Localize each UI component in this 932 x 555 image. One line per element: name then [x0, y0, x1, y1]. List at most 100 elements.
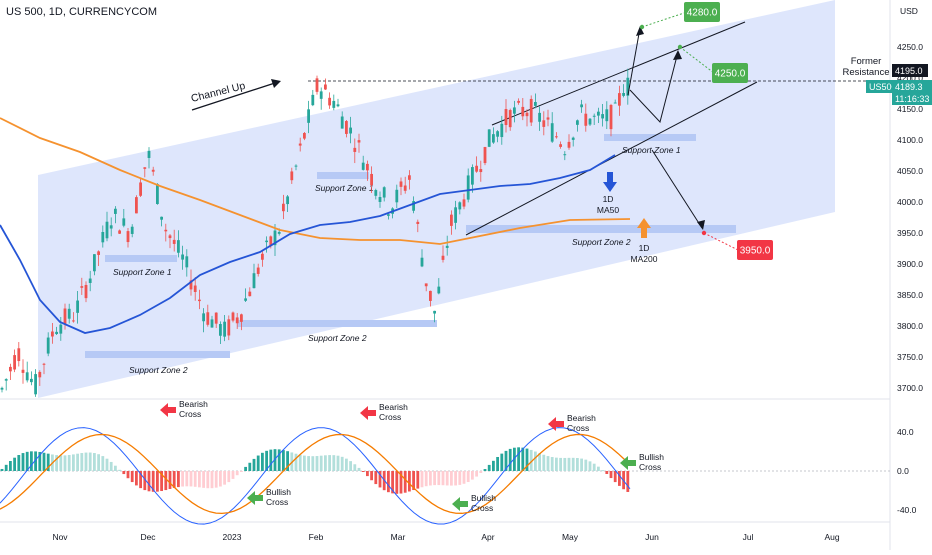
hist-bar — [479, 471, 483, 473]
candle — [366, 160, 369, 181]
candle — [63, 303, 67, 330]
ma200-line — [0, 117, 631, 245]
candle — [51, 323, 54, 344]
candle — [193, 277, 197, 301]
candle — [345, 120, 348, 138]
candle — [294, 164, 298, 171]
time-tick-Nov: Nov — [52, 532, 68, 542]
target-dot-3 — [701, 230, 707, 236]
price-tick-3950.0: 3950.0 — [897, 228, 923, 238]
hist-bar — [101, 456, 105, 471]
candle — [34, 369, 37, 397]
hist-bar — [156, 471, 159, 492]
hist-bar — [542, 454, 546, 471]
candle — [210, 315, 214, 328]
hist-bar — [483, 469, 487, 471]
support-zone-1-c — [604, 134, 696, 141]
candle — [231, 311, 235, 323]
candle — [576, 119, 579, 132]
candle — [588, 117, 592, 126]
former-resistance-label-1: Former — [851, 56, 882, 67]
support-zone-1-a — [105, 255, 177, 262]
candle — [471, 164, 474, 193]
candle — [286, 194, 289, 212]
candle — [403, 176, 407, 194]
ma200-arrow — [637, 218, 651, 238]
bearish-cross-2-arrow — [360, 406, 376, 420]
hist-bar — [403, 471, 407, 493]
candle — [513, 100, 516, 123]
price-tick-3900.0: 3900.0 — [897, 259, 923, 269]
hist-bar — [550, 457, 554, 471]
hist-bar — [25, 451, 29, 471]
bullish-cross-3-arrow — [620, 456, 636, 470]
hist-bar — [559, 457, 562, 471]
hist-bar — [269, 449, 273, 471]
former-resistance-label-2: Resistance — [843, 67, 890, 78]
candle — [437, 278, 441, 295]
hist-bar — [504, 450, 508, 471]
candle — [370, 166, 373, 194]
time-tick-Aug: Aug — [824, 532, 839, 542]
price-tick-3700.0: 3700.0 — [897, 383, 923, 393]
channel-up-arrow — [191, 81, 279, 111]
candle — [353, 138, 357, 164]
candle — [80, 277, 84, 295]
hist-bar — [219, 471, 222, 487]
candle — [433, 310, 436, 323]
candle — [336, 98, 340, 108]
target-label-2: 4250.0 — [715, 69, 746, 80]
candle — [378, 191, 382, 208]
time-tick-May: May — [562, 532, 579, 542]
bullish-cross-2-label-1: Bullish — [471, 493, 496, 503]
candle — [487, 129, 491, 148]
channel-up-arrowhead — [271, 79, 281, 88]
support-zone-2-a — [85, 351, 230, 358]
hist-bar — [235, 471, 239, 476]
hist-bar — [206, 471, 210, 489]
target-line-2 — [679, 46, 715, 74]
hist-bar — [4, 464, 8, 471]
candle — [500, 115, 504, 145]
hist-bar — [164, 471, 168, 491]
countdown-badge: 11:16:33 — [895, 94, 929, 104]
target-dot-2 — [677, 44, 683, 50]
hist-bar — [563, 457, 567, 471]
resistance-price-badge: 4195.0 — [895, 66, 923, 76]
candle — [534, 93, 537, 109]
candle — [613, 99, 617, 104]
hist-bar — [118, 469, 121, 471]
hist-bar — [122, 471, 126, 475]
bullish-cross-2-label-2: Cross — [471, 503, 493, 513]
hist-bar — [34, 451, 37, 471]
hist-bar — [592, 463, 596, 471]
hist-bar — [139, 471, 142, 489]
hist-bar — [277, 449, 281, 471]
hist-bar — [17, 455, 21, 471]
hist-bar — [538, 453, 541, 471]
hist-bar — [609, 471, 613, 479]
hist-bar — [265, 450, 268, 471]
hist-bar — [613, 471, 617, 483]
candle — [59, 316, 63, 341]
hist-bar — [328, 455, 331, 471]
hist-bar — [458, 471, 462, 485]
candle — [105, 211, 109, 242]
ma50-label-2: MA50 — [597, 205, 619, 215]
candle — [529, 95, 533, 126]
candle — [25, 361, 29, 383]
hist-bar — [441, 471, 445, 486]
hist-bar — [618, 471, 621, 486]
hist-bar — [189, 471, 193, 487]
hist-bar — [487, 464, 491, 471]
hist-bar — [151, 471, 155, 492]
candle — [248, 287, 252, 297]
hist-bar — [59, 455, 63, 471]
hist-bar — [198, 471, 201, 488]
target-line-1 — [641, 12, 685, 28]
candle — [168, 234, 172, 249]
candle — [622, 84, 625, 98]
bearish-cross-1-label-2: Cross — [179, 409, 201, 419]
support-zone-1-c-label: Support Zone 1 — [622, 145, 681, 155]
